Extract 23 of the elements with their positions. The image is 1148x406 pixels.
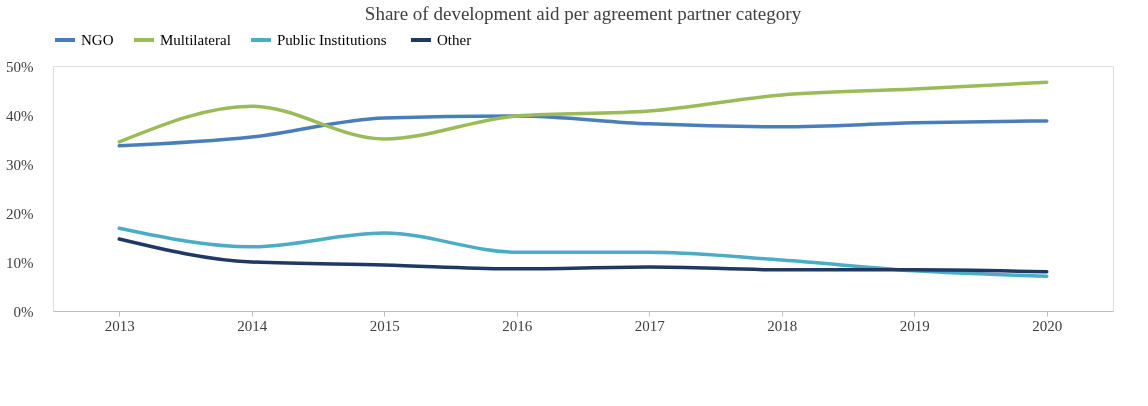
legend-label: Other — [437, 32, 472, 48]
x-tick-label: 2015 — [369, 317, 400, 334]
legend-label: Public Institutions — [277, 32, 387, 48]
line-series — [117, 237, 1049, 274]
x-tick-label: 2016 — [502, 317, 533, 334]
line-series — [117, 80, 1049, 144]
y-tick-label: 10% — [6, 254, 34, 271]
y-tick-label: 20% — [6, 205, 34, 222]
x-tick-label: 2018 — [767, 317, 798, 334]
x-tick-label: 2013 — [104, 317, 135, 334]
y-tick-label: 0% — [13, 303, 34, 320]
x-tick-label: 2014 — [237, 317, 268, 334]
x-tick-label: 2019 — [899, 317, 930, 334]
legend-label: Multilateral — [160, 32, 231, 48]
x-tick-label: 2020 — [1032, 317, 1063, 334]
y-tick-label: 50% — [6, 58, 34, 75]
legend-label: NGO — [81, 32, 114, 48]
chart-title: Share of development aid per agreement partner category — [364, 3, 802, 24]
y-tick-label: 40% — [6, 107, 34, 124]
x-tick-label: 2017 — [634, 317, 666, 334]
line-series — [117, 226, 1049, 278]
y-tick-label: 30% — [6, 156, 34, 173]
line-series — [117, 114, 1049, 148]
